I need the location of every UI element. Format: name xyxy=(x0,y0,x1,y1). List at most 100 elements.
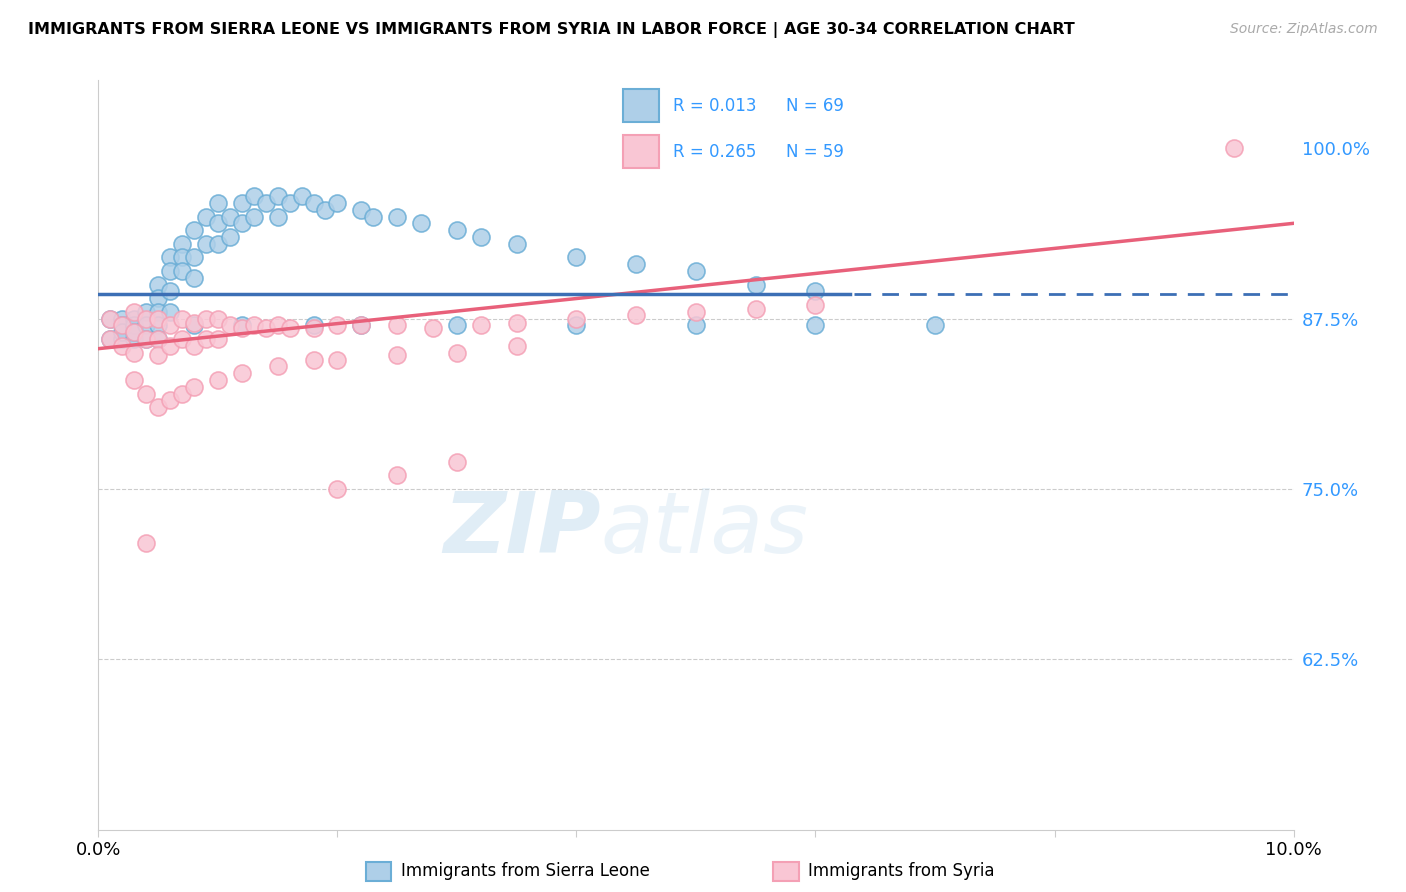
Point xyxy=(626,257,648,271)
Point xyxy=(183,318,205,333)
Point xyxy=(124,318,146,333)
Point xyxy=(159,264,181,278)
Point xyxy=(446,455,468,469)
Point xyxy=(385,349,409,363)
Text: R = 0.265: R = 0.265 xyxy=(673,143,756,161)
Point xyxy=(172,332,194,346)
Point xyxy=(350,318,373,333)
Point xyxy=(159,251,181,265)
Point xyxy=(183,251,205,265)
Text: N = 59: N = 59 xyxy=(786,143,844,161)
Point xyxy=(111,311,134,326)
Text: N = 69: N = 69 xyxy=(786,96,844,114)
Point xyxy=(302,321,325,335)
Point xyxy=(385,210,409,224)
Point xyxy=(804,285,827,299)
Point xyxy=(172,386,194,401)
Point xyxy=(172,311,194,326)
Point xyxy=(172,251,194,265)
Point xyxy=(207,311,229,326)
Point xyxy=(326,352,349,367)
Point xyxy=(135,305,157,319)
Point xyxy=(506,339,529,353)
Point xyxy=(470,230,492,244)
Point xyxy=(685,264,707,278)
Point xyxy=(124,332,146,346)
Point xyxy=(231,321,253,335)
Point xyxy=(135,318,157,333)
Point xyxy=(148,401,170,415)
Point xyxy=(470,318,492,333)
Point xyxy=(363,210,385,224)
Point xyxy=(302,352,325,367)
Point xyxy=(207,332,229,346)
Point xyxy=(159,393,181,408)
Point xyxy=(1223,141,1246,155)
Point xyxy=(267,189,290,203)
Point xyxy=(183,339,205,353)
Point xyxy=(278,195,301,210)
Text: R = 0.013: R = 0.013 xyxy=(673,96,756,114)
Point xyxy=(195,311,218,326)
Point xyxy=(148,349,170,363)
Point xyxy=(183,316,205,330)
Point xyxy=(148,291,170,305)
Point xyxy=(124,373,146,387)
Point xyxy=(422,321,444,335)
Text: Immigrants from Sierra Leone: Immigrants from Sierra Leone xyxy=(401,863,650,880)
Text: Immigrants from Syria: Immigrants from Syria xyxy=(808,863,995,880)
Point xyxy=(124,311,146,326)
Point xyxy=(267,210,290,224)
Point xyxy=(111,326,134,340)
Point xyxy=(315,202,337,217)
Point xyxy=(411,216,433,230)
Point xyxy=(124,326,146,340)
Point xyxy=(124,345,146,359)
Point xyxy=(135,536,157,550)
Point xyxy=(804,318,827,333)
Point xyxy=(148,277,170,292)
Point xyxy=(172,236,194,251)
Point xyxy=(124,326,146,340)
Point xyxy=(254,321,277,335)
Point xyxy=(98,311,122,326)
Point xyxy=(159,285,181,299)
Point xyxy=(172,264,194,278)
Point xyxy=(804,298,827,312)
Point xyxy=(207,373,229,387)
Point xyxy=(98,311,122,326)
Point xyxy=(685,305,707,319)
Text: ZIP: ZIP xyxy=(443,488,600,572)
Point xyxy=(135,332,157,346)
Point xyxy=(124,305,146,319)
Point xyxy=(446,318,468,333)
Point xyxy=(231,318,253,333)
Point xyxy=(924,318,946,333)
Point xyxy=(111,332,134,346)
Point xyxy=(159,339,181,353)
Point xyxy=(350,202,373,217)
Point xyxy=(243,189,266,203)
Point xyxy=(124,321,146,335)
Point xyxy=(135,332,157,346)
Point xyxy=(98,332,122,346)
Point xyxy=(219,230,242,244)
Point xyxy=(565,318,588,333)
Point xyxy=(243,210,266,224)
Point xyxy=(148,305,170,319)
Point xyxy=(506,316,529,330)
Point xyxy=(195,332,218,346)
Point xyxy=(565,311,588,326)
Point xyxy=(302,195,325,210)
FancyBboxPatch shape xyxy=(623,89,659,122)
Point xyxy=(183,380,205,394)
Point xyxy=(326,318,349,333)
Point xyxy=(148,332,170,346)
Point xyxy=(745,302,768,317)
Point xyxy=(745,277,768,292)
Point xyxy=(111,339,134,353)
Point xyxy=(98,332,122,346)
Point xyxy=(219,318,242,333)
Text: Source: ZipAtlas.com: Source: ZipAtlas.com xyxy=(1230,22,1378,37)
Point xyxy=(207,236,229,251)
